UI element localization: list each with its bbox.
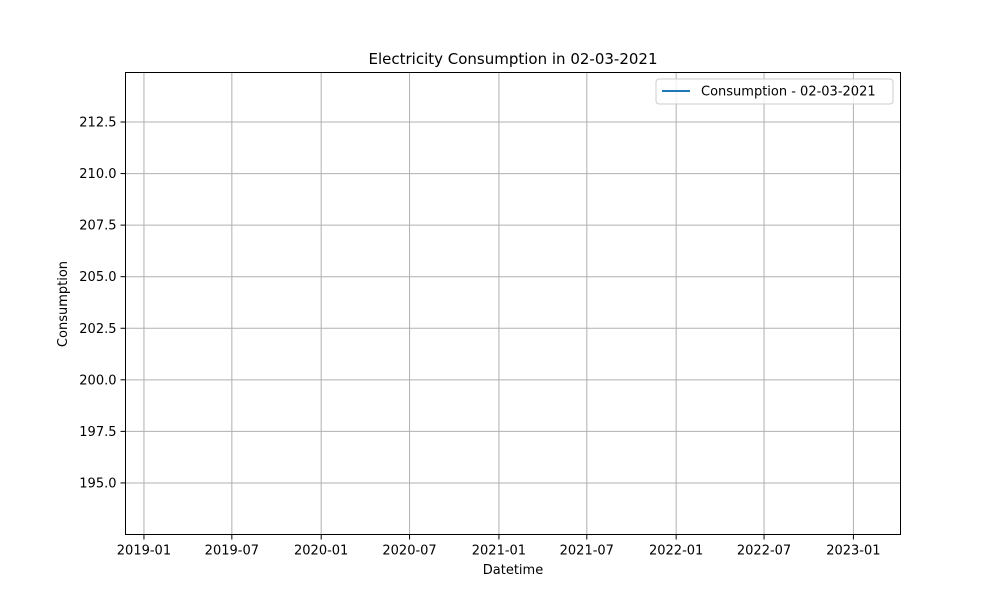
y-tick-label: 200.0 [79,373,116,388]
chart-title: Electricity Consumption in 02-03-2021 [368,50,657,68]
legend-label: Consumption - 02-03-2021 [701,85,876,100]
y-tick-label: 210.0 [79,167,116,182]
plot-frame [125,72,901,535]
legend-box [655,78,894,105]
x-axis: 2019-01 2019-07 2020-01 2020-07 2021-01 2021-… [117,534,881,559]
x-tick-label: 2023-01 [826,544,880,559]
x-tick-label: 2021-01 [472,544,526,559]
x-tick-label: 2020-01 [294,544,348,559]
y-axis-label: Consumption [56,261,71,347]
y-tick-label: 205.0 [79,270,116,285]
grid [125,72,901,535]
y-tick-label: 197.5 [79,425,116,440]
legend: Consumption - 02-03-2021 [655,78,894,105]
y-tick-label: 212.5 [79,116,116,131]
x-tick-label: 2020-07 [382,544,436,559]
x-tick-label: 2022-07 [737,544,791,559]
x-axis-label: Datetime [483,563,543,578]
y-tick-label: 207.5 [79,219,116,234]
x-tick-label: 2022-01 [649,544,703,559]
x-tick-label: 2021-07 [560,544,614,559]
y-axis: 195.0 197.5 200.0 202.5 205.0 207.5 210.0 212.5 [79,116,126,491]
y-tick-label: 202.5 [79,322,116,337]
y-tick-label: 195.0 [79,476,116,491]
x-tick-label: 2019-01 [117,544,171,559]
x-tick-label: 2019-07 [205,544,259,559]
